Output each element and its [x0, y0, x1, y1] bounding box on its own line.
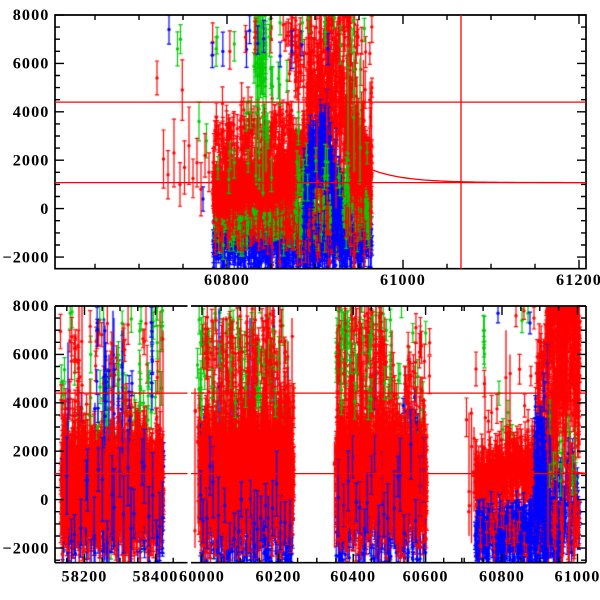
- svg-text:60800: 60800: [204, 271, 250, 289]
- svg-text:6000: 6000: [13, 55, 50, 73]
- svg-text:2000: 2000: [13, 442, 50, 460]
- svg-text:61000: 61000: [555, 568, 600, 586]
- svg-text:0: 0: [40, 200, 49, 218]
- svg-text:4000: 4000: [13, 103, 50, 121]
- svg-text:0: 0: [40, 491, 49, 509]
- svg-text:60600: 60600: [403, 568, 449, 586]
- svg-text:4000: 4000: [13, 394, 50, 412]
- svg-text:60400: 60400: [330, 568, 376, 586]
- svg-text:60000: 60000: [179, 568, 225, 586]
- svg-text:8000: 8000: [13, 6, 50, 24]
- svg-text:8000: 8000: [13, 297, 50, 315]
- svg-text:58400: 58400: [133, 568, 179, 586]
- svg-text:61200: 61200: [556, 271, 600, 289]
- svg-text:2000: 2000: [13, 151, 50, 169]
- svg-text:60800: 60800: [479, 568, 525, 586]
- svg-text:−2000: −2000: [2, 539, 49, 557]
- svg-text:6000: 6000: [13, 346, 50, 364]
- svg-text:58200: 58200: [62, 568, 108, 586]
- svg-text:61000: 61000: [380, 271, 426, 289]
- svg-text:60200: 60200: [256, 568, 302, 586]
- svg-text:−2000: −2000: [2, 248, 49, 266]
